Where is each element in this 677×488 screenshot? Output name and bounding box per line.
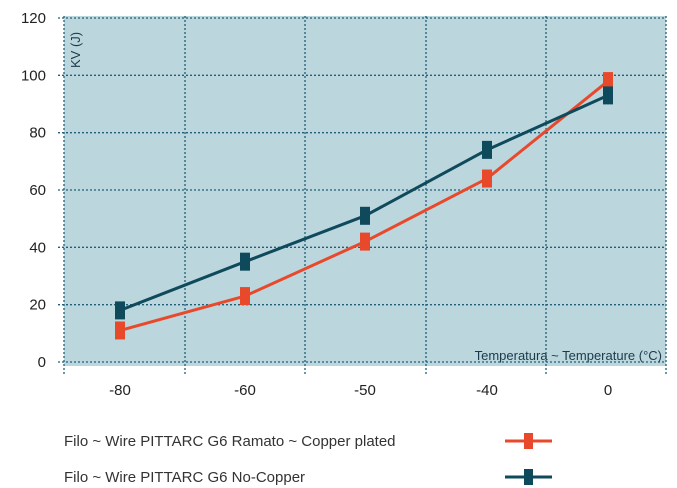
x-tick-label: -50 [354,382,376,399]
series-2 [115,86,613,320]
y-tick-label: 100 [21,67,46,84]
x-axis-ticks: -80 -60 -50 -40 0 [109,382,612,399]
data-point-marker [603,87,613,104]
data-point-marker [240,253,250,270]
data-point-marker [115,322,125,339]
data-point-marker [240,288,250,305]
legend-swatch-marker [524,469,533,485]
y-tick-label: 60 [29,182,46,199]
series-group [115,72,613,340]
data-point-marker [482,141,492,158]
y-tick-label: 80 [29,125,46,142]
plot-area [64,16,666,366]
series-1 [115,72,613,340]
y-axis-label: KV (J) [68,32,83,68]
data-point-marker [603,73,613,90]
legend: Filo ~ Wire PITTARC G6 Ramato ~ Copper p… [64,433,552,486]
legend-label: Filo ~ Wire PITTARC G6 Ramato ~ Copper p… [64,433,396,450]
data-point-marker [360,233,370,250]
x-tick-label: -40 [476,382,498,399]
y-tick-label: 120 [21,10,46,27]
data-point-marker [482,170,492,187]
legend-swatch-marker [524,433,533,449]
data-point-marker [360,207,370,224]
legend-label: Filo ~ Wire PITTARC G6 No-Copper [64,469,305,486]
x-axis-label: Temperatura ~ Temperature (°C) [475,348,662,363]
y-axis-ticks: 0 20 40 60 80 100 120 [21,10,46,371]
y-tick-label: 40 [29,239,46,256]
y-tick-label: 0 [38,354,46,371]
data-point-marker [115,302,125,319]
y-tick-label: 20 [29,297,46,314]
x-tick-label: -60 [234,382,256,399]
x-tick-label: 0 [604,382,612,399]
x-tick-label: -80 [109,382,131,399]
